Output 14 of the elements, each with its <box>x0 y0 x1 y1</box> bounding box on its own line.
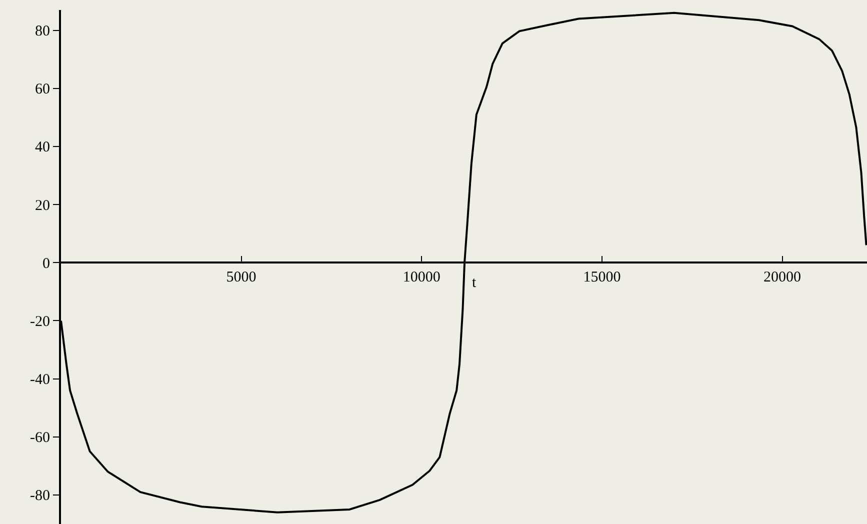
y-tick-label: 40 <box>35 140 50 156</box>
x-tick-label: 10000 <box>402 269 440 286</box>
y-tick-label: -40 <box>30 372 50 388</box>
y-tick-label: 60 <box>35 82 50 98</box>
x-axis-title: t <box>472 275 477 291</box>
y-tick-label: 0 <box>42 256 50 272</box>
x-tick-label: 5000 <box>226 269 256 286</box>
x-tick-label: 15000 <box>583 269 621 286</box>
y-tick-label: -20 <box>30 314 50 330</box>
y-tick-label: 20 <box>35 198 50 214</box>
y-tick-label: 80 <box>35 24 50 40</box>
x-tick-label: 20000 <box>764 269 801 286</box>
y-tick-label: -80 <box>30 488 50 504</box>
y-tick-label: -60 <box>30 430 50 446</box>
